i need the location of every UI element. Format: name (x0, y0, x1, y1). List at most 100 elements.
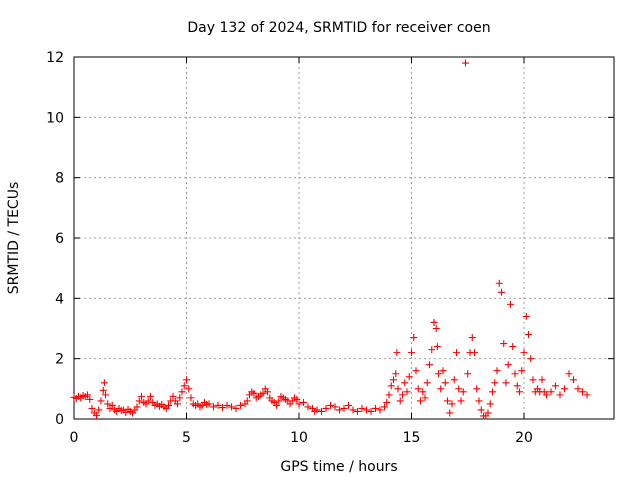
data-point (102, 391, 109, 399)
data-point (183, 376, 190, 384)
data-point (538, 376, 546, 384)
y-tick-label: 8 (55, 171, 64, 187)
data-point (95, 406, 103, 414)
data-point (464, 370, 472, 378)
data-point (457, 397, 465, 405)
data-point (552, 382, 559, 390)
data-point (363, 406, 370, 414)
data-point (439, 367, 447, 375)
grid (74, 57, 614, 419)
data-point (448, 400, 456, 408)
data-point (561, 385, 568, 393)
data-point (495, 279, 503, 287)
data-point (414, 385, 422, 393)
y-tick-label: 10 (46, 110, 64, 126)
x-axis-ticks: 0 5 10 15 20 (70, 57, 533, 446)
data-point (100, 379, 108, 387)
data-point (390, 376, 397, 384)
data-point (84, 391, 91, 399)
data-point (383, 398, 391, 406)
data-point (529, 376, 537, 384)
data-point (300, 398, 307, 406)
y-tick-label: 2 (55, 352, 64, 368)
chart-title: Day 132 of 2024, SRMTID for receiver coe… (187, 20, 490, 36)
data-point (214, 401, 222, 409)
x-tick-label: 15 (403, 430, 421, 446)
data-point (385, 391, 393, 399)
data-point (176, 394, 184, 402)
data-point (259, 389, 267, 397)
data-point (565, 370, 573, 378)
data-point (426, 361, 433, 369)
y-tick-label: 4 (55, 291, 64, 307)
data-point (518, 367, 526, 375)
data-point (372, 404, 379, 412)
data-point (331, 403, 339, 411)
data-point (187, 394, 195, 402)
data-point (498, 288, 505, 296)
data-point (444, 397, 451, 405)
data-point (527, 355, 535, 363)
data-point (408, 349, 415, 357)
data-point (401, 379, 409, 387)
data-point (502, 379, 510, 387)
data-point (108, 401, 116, 409)
data-point (428, 346, 436, 354)
data-point (520, 349, 528, 357)
data-point (340, 404, 348, 412)
data-point (273, 401, 280, 409)
x-axis-label: GPS time / hours (280, 459, 397, 475)
data-point (433, 343, 441, 351)
data-point (349, 406, 357, 414)
data-point (250, 389, 258, 397)
data-point (475, 397, 483, 405)
data-point (295, 400, 303, 408)
x-tick-label: 0 (70, 430, 79, 446)
data-point (381, 403, 388, 411)
data-points (70, 59, 591, 420)
data-point (104, 400, 112, 408)
data-point (97, 397, 105, 405)
data-point (138, 392, 145, 400)
data-point (358, 404, 366, 412)
data-point (583, 391, 591, 399)
data-point (507, 300, 514, 308)
data-point (556, 391, 564, 399)
data-point (232, 404, 240, 412)
data-point (399, 391, 406, 399)
data-point (135, 397, 143, 405)
data-point (468, 334, 476, 342)
data-point (393, 349, 401, 357)
data-point (441, 379, 449, 387)
data-point (430, 318, 438, 326)
data-point (435, 370, 442, 378)
x-tick-label: 5 (182, 430, 191, 446)
data-point (387, 382, 395, 390)
data-point (223, 401, 231, 409)
data-point (275, 397, 283, 405)
x-tick-label: 10 (290, 430, 308, 446)
data-point (462, 59, 469, 67)
data-point (165, 401, 172, 409)
data-point (169, 392, 177, 400)
data-point (484, 409, 492, 417)
data-point (417, 397, 424, 405)
data-point (513, 382, 521, 390)
data-point (500, 340, 508, 348)
data-point (574, 385, 582, 393)
data-point (336, 406, 343, 414)
data-point (93, 411, 100, 419)
data-point (459, 388, 467, 396)
data-point (437, 385, 445, 393)
data-point (293, 395, 301, 403)
data-point (473, 385, 481, 393)
data-point (185, 385, 193, 393)
data-point (543, 391, 550, 399)
data-point (376, 406, 384, 414)
data-point (421, 394, 429, 402)
data-point (453, 349, 460, 357)
data-point (403, 388, 411, 396)
data-point (133, 403, 141, 411)
data-point (396, 397, 404, 405)
